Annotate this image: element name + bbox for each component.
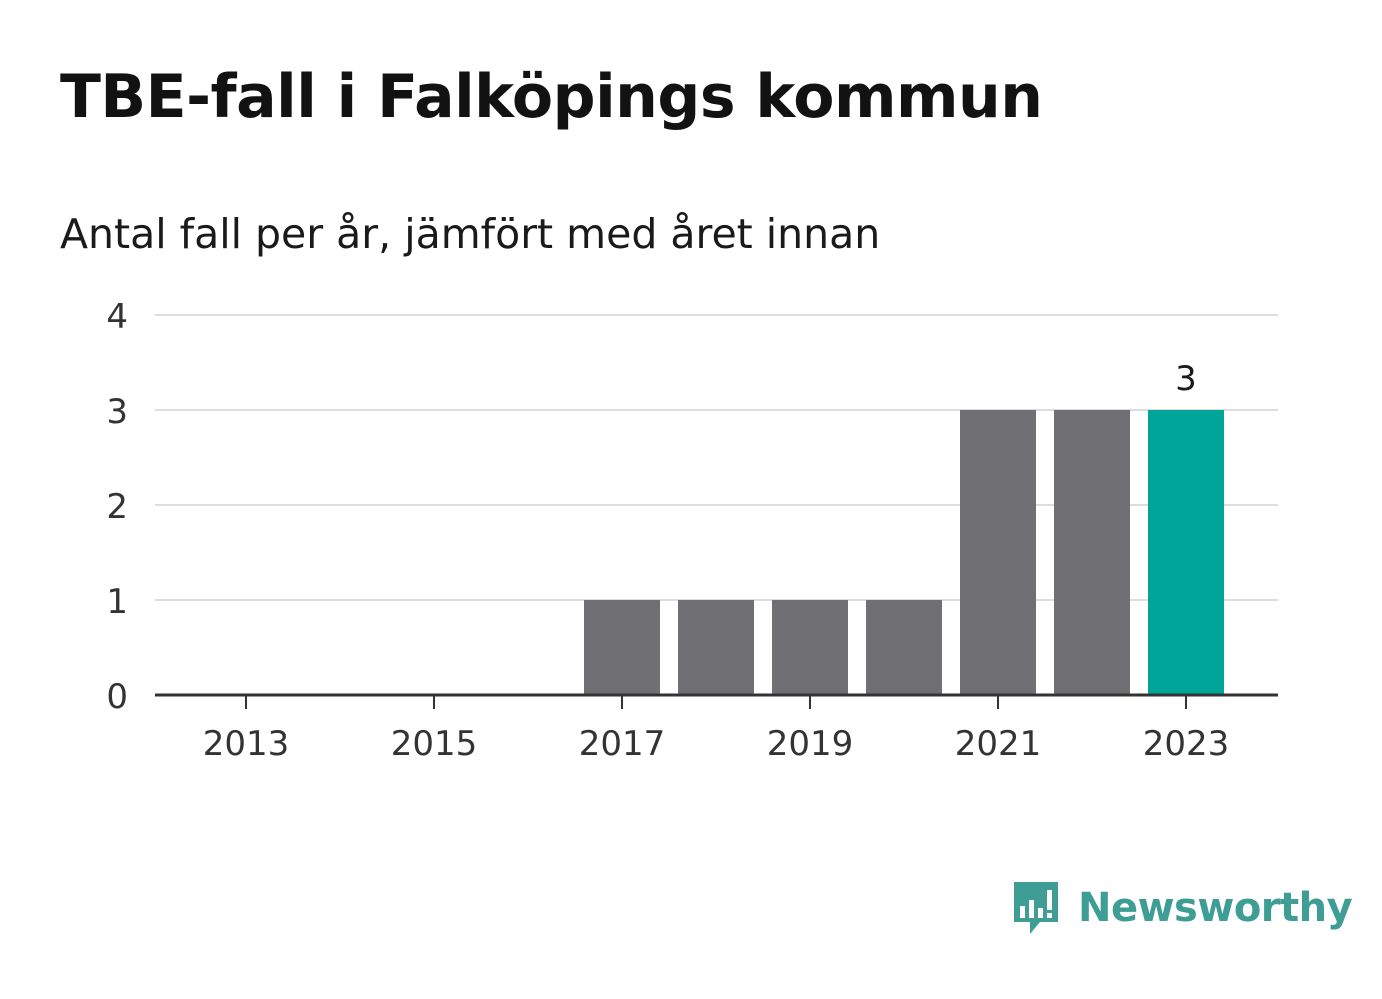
bar-2021: [960, 410, 1036, 695]
x-tick-label: 2023: [1143, 724, 1230, 764]
brand-logo: Newsworthy: [1010, 878, 1353, 938]
x-tick-label: 2017: [579, 724, 666, 764]
data-label-2023: 3: [1175, 359, 1197, 399]
chart-title: TBE-fall i Falköpings kommun: [60, 62, 1043, 132]
chart-subtitle: Antal fall per år, jämfört med året inna…: [60, 210, 881, 258]
axes: [155, 693, 1278, 709]
bar-2022: [1054, 410, 1130, 695]
bar-2023: [1148, 410, 1224, 695]
x-tick-label: 2013: [203, 724, 290, 764]
bar-2018: [678, 600, 754, 695]
newsworthy-logo-icon: [1014, 882, 1058, 934]
bar-2020: [866, 600, 942, 695]
y-tick-label: 2: [106, 487, 128, 527]
bar-2017: [584, 600, 660, 695]
x-tick-label: 2021: [955, 724, 1042, 764]
brand-name: Newsworthy: [1078, 885, 1353, 931]
bar-2019: [772, 600, 848, 695]
y-tick-label: 4: [106, 297, 128, 337]
y-tick-label: 1: [106, 582, 128, 622]
labels: 0 1 2 3 4 2013 2015 2017 2019 2021 2023 3: [106, 297, 1229, 764]
y-tick-label: 0: [106, 677, 128, 717]
x-tick-label: 2015: [391, 724, 478, 764]
x-tick-label: 2019: [767, 724, 854, 764]
bars: [584, 410, 1224, 695]
y-tick-label: 3: [106, 392, 128, 432]
